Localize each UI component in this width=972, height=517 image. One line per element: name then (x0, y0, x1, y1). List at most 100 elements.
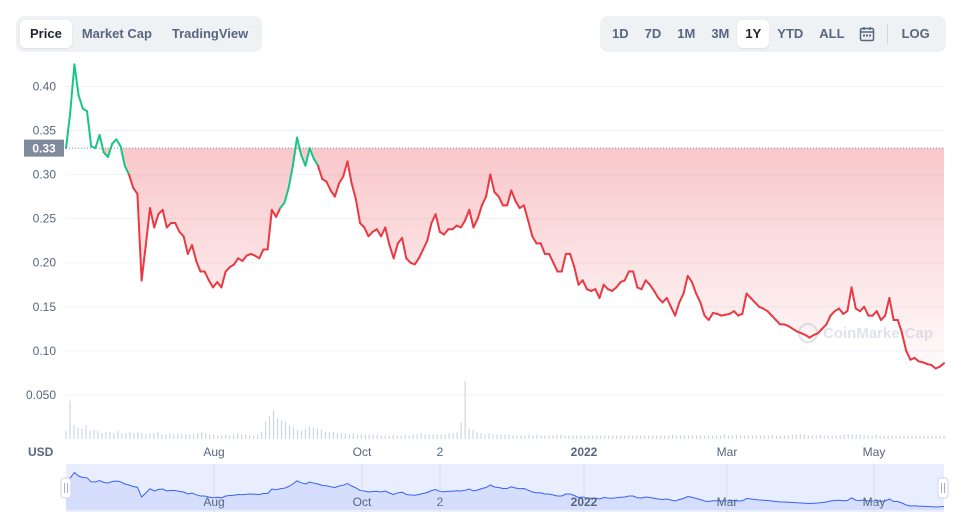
price-segment (161, 208, 168, 229)
price-segment (279, 201, 286, 210)
price-segment (115, 138, 122, 148)
range-ytd[interactable]: YTD (777, 26, 804, 41)
price-segment (686, 274, 693, 284)
calendar-icon[interactable] (853, 20, 881, 48)
price-segment (291, 136, 299, 167)
volume-bar (735, 434, 738, 439)
volume-bar (931, 435, 933, 439)
volume-bar (73, 425, 75, 439)
volume-bar (444, 434, 446, 439)
volume-bar (783, 435, 785, 439)
price-segment (850, 286, 857, 310)
price-segment (182, 235, 189, 255)
volume-bar (468, 428, 470, 439)
volume-bar (799, 434, 801, 439)
range-7d[interactable]: 7D (644, 26, 662, 41)
range-divider (886, 24, 888, 44)
volume-bar (328, 432, 330, 439)
price-segment (300, 154, 307, 167)
view-tabs: Price Market Cap TradingView (16, 16, 263, 52)
volume-bar (388, 435, 390, 439)
volume-bar (903, 435, 905, 439)
tab-tradingview[interactable]: TradingView (171, 26, 249, 41)
navigator-right-handle[interactable] (937, 477, 949, 499)
reference-price-text: 0.33 (32, 142, 56, 156)
navigator-area (66, 472, 944, 510)
price-segment (695, 292, 702, 304)
price-segment (413, 257, 420, 266)
price-segment (863, 305, 870, 317)
price-segment (354, 198, 362, 225)
range-1y[interactable]: 1Y (737, 20, 770, 48)
price-segment (623, 270, 630, 282)
price-segment (510, 189, 517, 203)
volume-bar (272, 410, 275, 439)
price-segment (287, 164, 294, 189)
volume-bar (707, 435, 710, 439)
range-1d[interactable]: 1D (612, 26, 629, 41)
price-segment (195, 259, 202, 273)
volume-bar (332, 432, 334, 439)
volume-bar (719, 435, 722, 439)
volume-bar (241, 434, 243, 439)
navigator[interactable]: Aug Oct 2 2022 Mar May (60, 464, 949, 512)
volume-bar (863, 434, 865, 439)
volume-bar (747, 435, 750, 439)
price-segment (107, 142, 114, 158)
volume-bar (640, 435, 642, 439)
price-segment (191, 244, 198, 262)
volume-bar (564, 435, 566, 439)
volume-bar (687, 435, 690, 439)
price-segment (342, 160, 349, 178)
volume-bar (260, 432, 263, 439)
volume-bar (244, 434, 247, 439)
price-segment (346, 160, 353, 185)
price-segment (203, 270, 210, 282)
price-segment (283, 186, 290, 204)
price-segment (350, 182, 357, 201)
volume-bar (767, 435, 769, 439)
range-all[interactable]: ALL (819, 26, 845, 41)
volume-bar (440, 434, 442, 439)
x-tick-label: Aug (203, 445, 224, 459)
volume-bar (552, 435, 554, 439)
navigator-left-handle[interactable] (60, 477, 72, 499)
reference-price-label: 0.33 (24, 139, 64, 157)
range-3m[interactable]: 3M (711, 26, 730, 41)
price-segment (598, 283, 605, 299)
currency-label: USD (28, 445, 54, 459)
volume-bar (113, 433, 115, 439)
tab-market-cap[interactable]: Market Cap (81, 26, 152, 41)
range-1m[interactable]: 1M (677, 26, 696, 41)
price-segment (644, 279, 651, 286)
volume-bar (352, 433, 354, 439)
price-segment (552, 261, 559, 273)
volume-bar (268, 415, 271, 439)
tab-price[interactable]: Price (20, 20, 72, 48)
price-segment (123, 164, 131, 176)
y-tick-label: 0.10 (33, 344, 57, 358)
price-segment (459, 219, 467, 229)
log-toggle[interactable]: LOG (901, 26, 930, 41)
price-segment (468, 208, 475, 229)
volume-bar (484, 434, 486, 439)
volume-bar (344, 433, 346, 439)
volume-bar (380, 435, 382, 439)
volume-bar (715, 435, 718, 439)
volume-bar (252, 435, 255, 439)
x-tick-label: Mar (717, 445, 738, 459)
price-segment (312, 157, 320, 167)
price-segment (632, 270, 639, 289)
price-segment (392, 242, 399, 260)
volume-bar (803, 434, 805, 439)
price-segment (136, 192, 143, 282)
volume-bar (320, 429, 323, 439)
volume-bar (420, 433, 422, 439)
price-segment (464, 208, 471, 222)
y-tick-label: 0.25 (33, 212, 57, 226)
volume-bar (237, 433, 239, 439)
volume-bar (476, 432, 478, 439)
volume-bar (500, 434, 502, 439)
volume-bar (464, 381, 466, 439)
